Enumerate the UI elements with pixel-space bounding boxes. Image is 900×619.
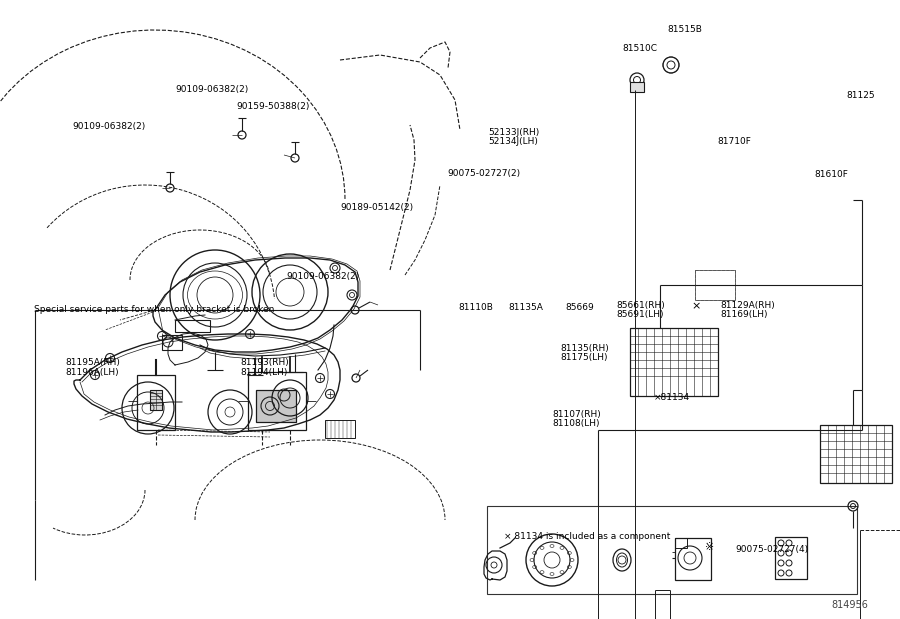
Text: 90189-05142(2): 90189-05142(2) bbox=[340, 204, 413, 212]
Bar bbox=[162, 335, 182, 350]
Bar bbox=[695, 270, 735, 300]
Text: ×81134: ×81134 bbox=[653, 393, 689, 402]
Bar bbox=[487, 506, 857, 594]
Text: ×: × bbox=[691, 301, 700, 311]
Bar bbox=[137, 375, 175, 430]
Text: 85661(RH): 85661(RH) bbox=[616, 301, 665, 310]
Text: 90159-50388(2): 90159-50388(2) bbox=[237, 102, 310, 111]
Bar bbox=[630, 328, 718, 396]
Text: 81196A(LH): 81196A(LH) bbox=[66, 368, 120, 376]
Text: 52133J(RH): 52133J(RH) bbox=[488, 128, 539, 137]
Text: 90109-06382(2): 90109-06382(2) bbox=[286, 272, 359, 280]
Text: 90075-02727(2): 90075-02727(2) bbox=[447, 169, 520, 178]
Bar bbox=[675, 538, 687, 548]
Text: Special service parts for when only bracket is broken: Special service parts for when only brac… bbox=[34, 305, 274, 314]
Text: × 81134 is included as a component: × 81134 is included as a component bbox=[504, 532, 670, 541]
Bar bbox=[325, 420, 355, 438]
Text: 85691(LH): 85691(LH) bbox=[616, 310, 664, 319]
Bar bbox=[695, 270, 735, 300]
Bar bbox=[675, 538, 711, 580]
Text: 814956: 814956 bbox=[832, 600, 868, 610]
Text: 52134J(LH): 52134J(LH) bbox=[488, 137, 537, 146]
Text: 85669: 85669 bbox=[565, 303, 594, 311]
Text: 81108(LH): 81108(LH) bbox=[553, 419, 600, 428]
Text: 81610F: 81610F bbox=[814, 170, 849, 179]
Text: 90109-06382(2): 90109-06382(2) bbox=[176, 85, 248, 94]
Text: 81135A: 81135A bbox=[508, 303, 544, 311]
Text: 81710F: 81710F bbox=[717, 137, 752, 145]
Text: 81125: 81125 bbox=[846, 92, 875, 100]
Text: 81110B: 81110B bbox=[458, 303, 493, 311]
Bar bbox=[150, 390, 162, 410]
Text: 81510C: 81510C bbox=[622, 45, 657, 53]
Bar bbox=[175, 320, 210, 332]
Text: 90075-02727(4): 90075-02727(4) bbox=[735, 545, 808, 553]
Text: 90109-06382(2): 90109-06382(2) bbox=[72, 123, 145, 131]
Bar bbox=[820, 425, 892, 483]
Bar bbox=[775, 537, 807, 579]
Bar bbox=[248, 372, 306, 430]
Bar bbox=[256, 390, 296, 422]
Text: 81175(LH): 81175(LH) bbox=[561, 353, 608, 362]
Text: 81135(RH): 81135(RH) bbox=[561, 344, 609, 353]
Text: 81515B: 81515B bbox=[667, 25, 702, 34]
Text: 81129A(RH): 81129A(RH) bbox=[720, 301, 775, 310]
Text: 81193(RH): 81193(RH) bbox=[240, 358, 289, 367]
Bar bbox=[630, 82, 644, 92]
Text: ※: ※ bbox=[706, 542, 715, 552]
Text: 81194(LH): 81194(LH) bbox=[240, 368, 288, 376]
Text: 81107(RH): 81107(RH) bbox=[553, 410, 601, 418]
Text: 81169(LH): 81169(LH) bbox=[720, 310, 768, 319]
Text: 81195A(RH): 81195A(RH) bbox=[66, 358, 121, 367]
